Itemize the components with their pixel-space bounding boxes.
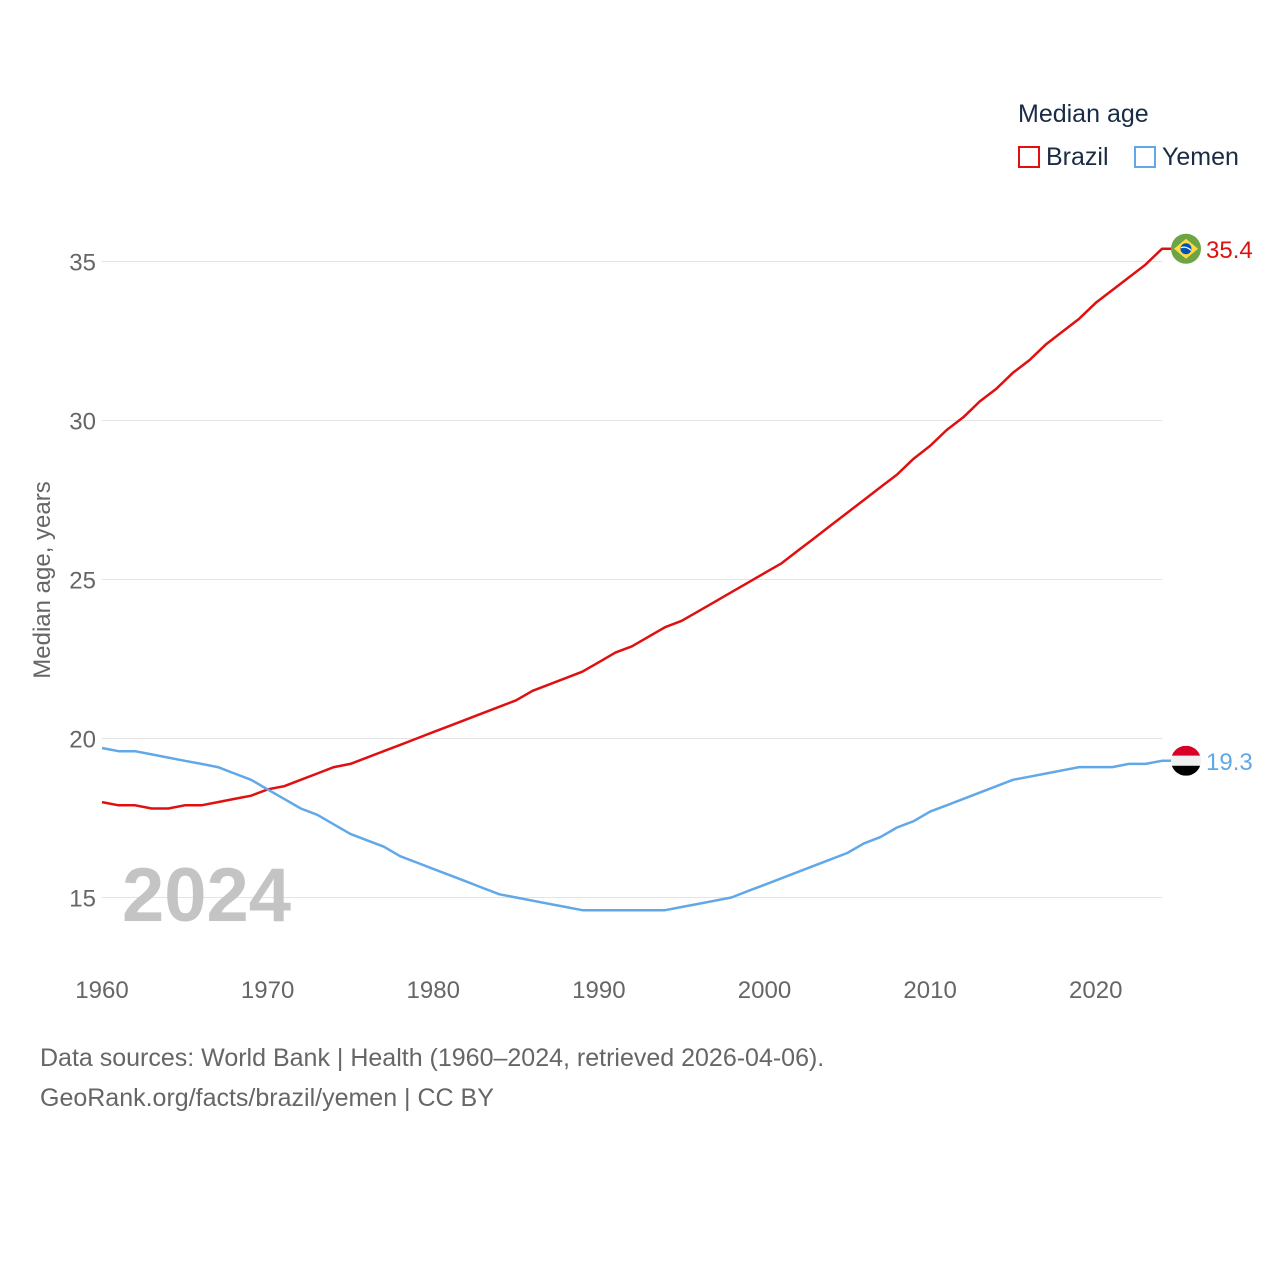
series-line-brazil (101, 247, 1174, 810)
x-tick-label-2010: 2010 (903, 977, 956, 1004)
x-tick-label-2020: 2020 (1069, 977, 1122, 1004)
y-tick-label-35: 35 (69, 250, 96, 277)
y-tick-label-15: 15 (69, 886, 96, 913)
yemen-flag-white-band (1171, 755, 1201, 766)
y-tick-label-30: 30 (69, 409, 96, 436)
series-lines (101, 247, 1174, 912)
y-tick-label-20: 20 (69, 727, 96, 754)
y-axis-ticks: 15 20 25 30 35 (69, 250, 96, 913)
x-tick-label-2000: 2000 (738, 977, 791, 1004)
yemen-flag-red-band (1171, 745, 1201, 756)
legend-label-yemen: Yemen (1162, 142, 1239, 171)
yemen-flag-icon (1171, 745, 1201, 776)
y-tick-label-25: 25 (69, 568, 96, 595)
legend-label-brazil: Brazil (1046, 142, 1109, 171)
license-line: GeoRank.org/facts/brazil/yemen | CC BY (40, 1084, 494, 1112)
x-tick-label-1990: 1990 (572, 977, 625, 1004)
legend-swatch-yemen (1134, 146, 1156, 168)
x-axis-ticks: 1960 1970 1980 1990 2000 2010 2020 (75, 977, 1122, 1004)
legend-item-brazil[interactable]: Brazil (1018, 142, 1109, 172)
yemen-flag-black-band (1171, 765, 1201, 776)
grid-lines (102, 261, 1162, 898)
source-line: Data sources: World Bank | Health (1960–… (40, 1044, 825, 1072)
end-label-yemen: 19.3 (1206, 749, 1253, 776)
brazil-flag-band (1180, 246, 1192, 251)
x-tick-label-1980: 1980 (407, 977, 460, 1004)
end-label-brazil: 35.4 (1206, 237, 1253, 264)
legend-item-yemen[interactable]: Yemen (1134, 142, 1239, 172)
legend-swatch-brazil (1018, 146, 1040, 168)
brazil-flag-globe (1180, 243, 1192, 255)
brazil-flag-icon (1171, 233, 1201, 264)
x-tick-label-1970: 1970 (241, 977, 294, 1004)
legend-title: Median age (1018, 100, 1149, 128)
end-markers: 35.4 19.3 (1171, 233, 1253, 776)
series-line-yemen (101, 746, 1174, 912)
year-label: 2024 (122, 853, 291, 938)
x-tick-label-1960: 1960 (75, 977, 128, 1004)
y-axis-label: Median age, years (29, 481, 56, 678)
